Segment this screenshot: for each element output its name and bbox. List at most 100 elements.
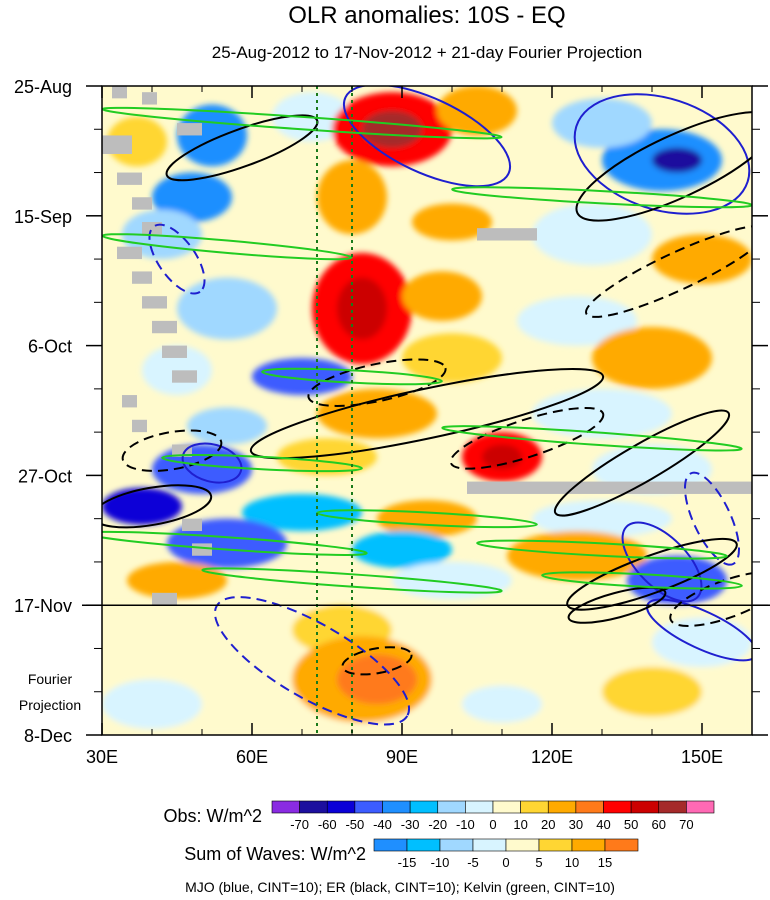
wave-colorbar-swatch xyxy=(604,838,639,852)
er-contour xyxy=(449,406,605,470)
kelvin-contour xyxy=(102,530,368,556)
missing-data-cell xyxy=(192,543,212,556)
kelvin-contour xyxy=(541,571,743,590)
er-contour xyxy=(249,368,605,460)
obs-colorbar-label: Obs: W/m^2 xyxy=(164,806,262,826)
anomaly-blob xyxy=(362,110,422,148)
y-tick-label: 8-Dec xyxy=(24,726,72,746)
obs-colorbar-tick-label: -50 xyxy=(345,817,364,832)
y-tick-label: 25-Aug xyxy=(14,77,72,97)
obs-colorbar-tick-label: 10 xyxy=(513,817,527,832)
wave-colorbar-tick-label: 10 xyxy=(565,855,579,870)
anomaly-blob xyxy=(412,203,492,241)
wave-colorbar-tick-label: 0 xyxy=(502,855,509,870)
mjo-contour xyxy=(148,223,206,295)
anomaly-blob xyxy=(187,407,267,445)
anomaly-blob xyxy=(652,234,752,284)
obs-colorbar-tick-label: 60 xyxy=(652,817,666,832)
anomaly-blob xyxy=(517,296,637,346)
wave-contours xyxy=(102,86,752,726)
obs-colorbar-swatch xyxy=(271,800,300,814)
obs-colorbar-tick-label: 70 xyxy=(679,817,693,832)
plot-frame xyxy=(101,85,753,736)
wave-colorbar-swatch xyxy=(373,838,408,852)
wave-colorbar-swatch xyxy=(439,838,474,852)
kelvin-contour xyxy=(201,567,503,594)
anomaly-blob xyxy=(627,555,727,606)
missing-data-cell xyxy=(142,296,167,309)
obs-colorbar-tick-label: 40 xyxy=(596,817,610,832)
wave-colorbar-swatch xyxy=(571,838,606,852)
wave-colorbar-tick-label: 5 xyxy=(535,855,542,870)
anomaly-blob xyxy=(337,277,387,340)
projection-blob xyxy=(652,617,752,668)
obs-colorbar-swatch xyxy=(547,800,577,814)
x-tick-label: 30E xyxy=(86,747,118,767)
obs-colorbar-tick-label: -70 xyxy=(290,817,309,832)
anomaly-blob xyxy=(242,493,362,532)
missing-data-cell xyxy=(172,370,197,383)
anomaly-blob xyxy=(317,160,387,235)
missing-data-cell xyxy=(117,172,142,185)
obs-colorbar-swatch xyxy=(603,800,632,814)
footnote: MJO (blue, CINT=10); ER (black, CINT=10)… xyxy=(185,879,615,895)
missing-data-cell xyxy=(467,481,752,494)
mjo-contour xyxy=(573,93,751,215)
kelvin-contour xyxy=(161,453,363,473)
anomaly-blob xyxy=(532,388,672,439)
wave-colorbar-swatch xyxy=(505,838,540,852)
chart-subtitle: 25-Aug-2012 to 17-Nov-2012 + 21-day Four… xyxy=(212,43,642,62)
anomaly-blob xyxy=(552,98,652,148)
wave-colorbar: -15 -10 -5 0 5 10 15 xyxy=(373,838,639,870)
obs-colorbar-tick-label: -60 xyxy=(318,817,337,832)
wave-colorbar-tick-label: -10 xyxy=(431,855,450,870)
x-tick-label: 90E xyxy=(386,747,418,767)
anomaly-blob xyxy=(437,86,517,136)
reference-lines xyxy=(316,86,353,735)
y-tick-label: 6-Oct xyxy=(28,337,72,357)
er-contour xyxy=(121,429,223,472)
mjo-contour xyxy=(342,86,512,188)
projection-label-line1: Fourier xyxy=(28,671,73,687)
obs-colorbar-swatch xyxy=(575,800,604,814)
wave-colorbar-swatch xyxy=(538,838,573,852)
anomaly-blob xyxy=(592,327,712,389)
anomaly-blob xyxy=(352,531,452,569)
axes: 30E 60E 90E 120E 150E 25-Aug 15-Sep 6-Oct 27-Oct… xyxy=(14,77,768,767)
mjo-contour xyxy=(621,521,703,603)
projection-blob xyxy=(102,679,202,729)
x-tick-label: 120E xyxy=(531,747,573,767)
anomaly-blob xyxy=(152,172,232,222)
chart-title: OLR anomalies: 10S - EQ xyxy=(288,2,565,29)
obs-colorbar-tick-label: 50 xyxy=(624,817,638,832)
missing-data-cell xyxy=(477,228,537,241)
missing-data-cell xyxy=(182,518,202,532)
obs-colorbar-swatch xyxy=(630,800,660,814)
er-contour xyxy=(307,358,447,407)
wave-colorbar-swatch xyxy=(406,838,441,852)
obs-colorbar-swatch xyxy=(520,800,549,814)
kelvin-contour xyxy=(476,539,728,560)
obs-colorbar-swatch xyxy=(382,800,411,814)
er-contour xyxy=(165,114,319,182)
obs-colorbar-swatch xyxy=(299,800,328,814)
wave-colorbar-swatch xyxy=(472,838,507,852)
missing-data-layer xyxy=(102,86,752,606)
obs-colorbar-swatch xyxy=(492,800,521,814)
kelvin-contour xyxy=(441,425,743,452)
er-contour xyxy=(575,111,752,222)
obs-colorbar-swatch xyxy=(437,800,466,814)
missing-data-cell xyxy=(152,592,177,606)
wave-colorbar-tick-label: -5 xyxy=(467,855,479,870)
er-contour xyxy=(102,484,213,529)
kelvin-contour xyxy=(316,509,538,529)
obs-colorbar-tick-label: -30 xyxy=(401,817,420,832)
obs-colorbar-swatch xyxy=(465,800,494,814)
mjo-contour xyxy=(684,471,740,566)
missing-data-cell xyxy=(177,123,202,136)
anomaly-blob xyxy=(532,203,652,266)
y-tick-label: 27-Oct xyxy=(18,466,72,486)
missing-data-cell xyxy=(132,271,152,284)
obs-colorbar-tick-label: -10 xyxy=(456,817,475,832)
anomaly-blob xyxy=(317,388,437,439)
